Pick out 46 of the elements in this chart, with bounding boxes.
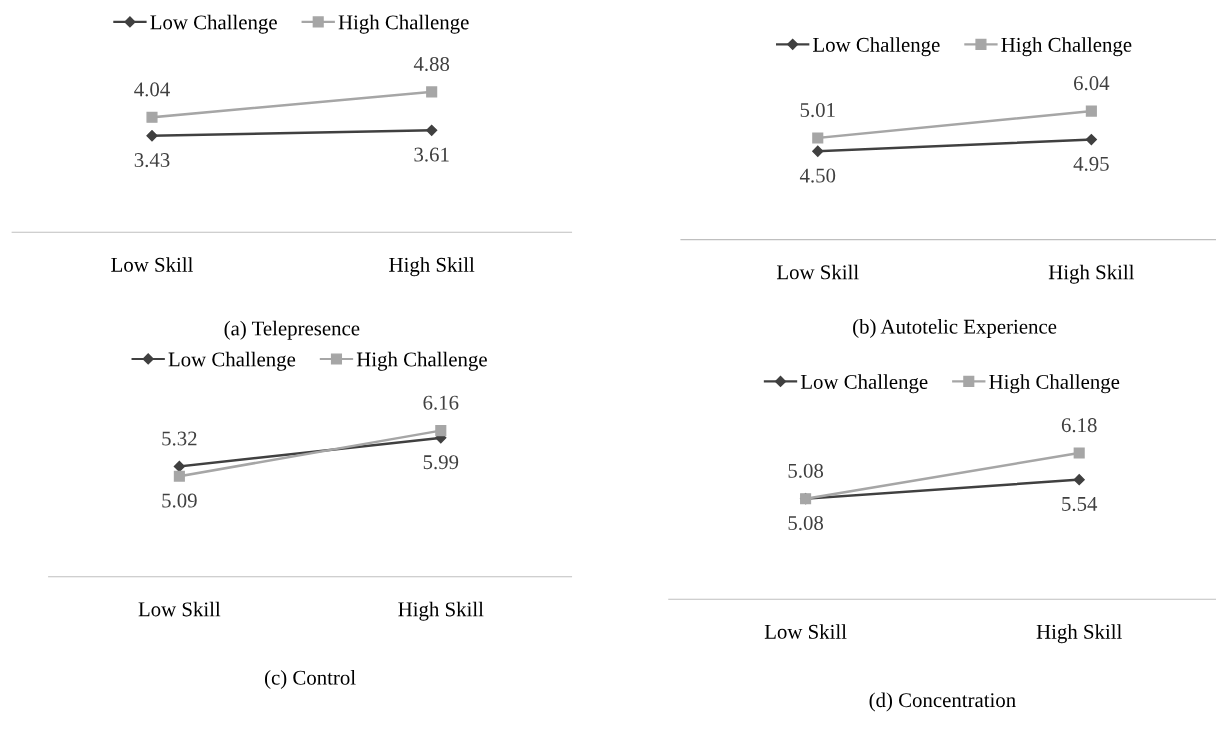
data-label: 3.61 (414, 147, 449, 162)
x-tick-label: Low Skill (764, 624, 847, 639)
point (146, 111, 158, 123)
data-label: 3.43 (134, 153, 170, 168)
x-tick-label: Low Skill (138, 601, 221, 617)
data-label: 5.99 (423, 455, 459, 470)
x-tick-label: High Skill (1048, 264, 1135, 284)
point (1085, 133, 1097, 146)
data-label: 6.16 (423, 395, 459, 410)
text: (a) Telepresence (224, 320, 360, 340)
text: (d) Concentration (869, 692, 1016, 712)
legend-label: High Challenge (989, 374, 1120, 394)
x-tick-label: High Skill (389, 257, 475, 277)
data-label: 6.04 (1074, 76, 1110, 91)
data-label: 6.18 (1061, 418, 1097, 433)
legend-label: Low Challenge (168, 351, 296, 371)
point (812, 145, 824, 157)
point (146, 130, 158, 142)
point (426, 124, 438, 136)
data-label: 5.01 (800, 102, 835, 118)
legend-label: High Challenge (1001, 37, 1132, 57)
point (812, 132, 824, 144)
point (173, 470, 185, 482)
x-tick-label: Low Skill (111, 257, 193, 272)
legend-label: Low Challenge (150, 14, 277, 34)
x-tick-label: Low Skill (776, 264, 859, 280)
data-label: 5.08 (788, 463, 824, 478)
data-label: 4.50 (799, 168, 836, 183)
point (426, 86, 438, 98)
legend-label: Low Challenge (800, 374, 928, 394)
data-label: 5.54 (1062, 497, 1098, 512)
point (1085, 105, 1097, 117)
text: (b) Autotelic Experience (853, 319, 1057, 338)
data-label: 4.88 (413, 56, 450, 72)
legend-label: Low Challenge (813, 37, 940, 57)
data-label: 4.04 (134, 82, 170, 97)
x-tick-label: High Skill (398, 601, 484, 621)
point (435, 425, 447, 437)
data-label: 5.32 (162, 431, 197, 446)
data-label: 5.08 (788, 515, 824, 531)
x-tick-label: High Skill (1036, 624, 1122, 644)
legend-label: High Challenge (356, 351, 487, 371)
text: (c) Control (265, 670, 356, 689)
data-label: 5.09 (162, 493, 197, 508)
data-label: 4.95 (1073, 156, 1109, 171)
legend-label: High Challenge (338, 14, 469, 34)
